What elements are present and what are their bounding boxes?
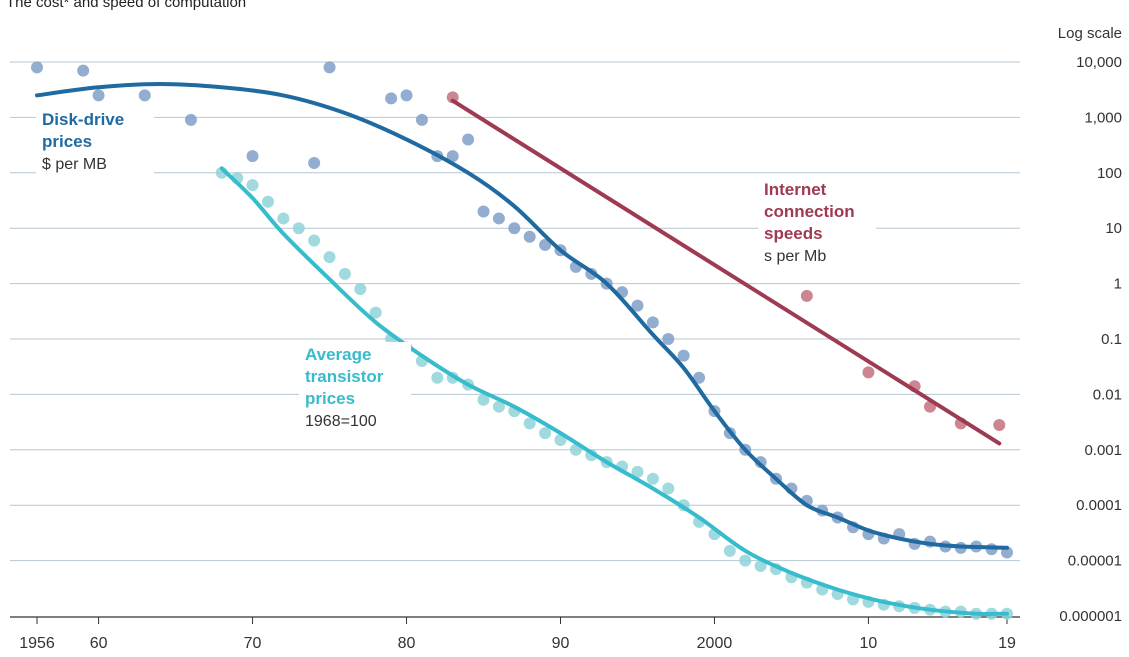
x-axis: 1956 60 70 80 90 2000 10 19 <box>10 616 1020 652</box>
x-tick-label: 1956 <box>19 635 55 652</box>
disk-data-point <box>523 230 536 243</box>
disk-data-point <box>138 89 151 102</box>
series-labels: Disk-drive prices $ per MB Internet connecti… <box>36 107 876 432</box>
disk-data-point <box>462 133 475 146</box>
transistor-data-point <box>354 282 367 295</box>
y-tick-label: 10,000 <box>1076 54 1122 71</box>
disk-data-point <box>400 89 413 102</box>
disk-data-point <box>184 113 197 126</box>
x-tick-label: 19 <box>998 635 1016 652</box>
gridlines <box>10 61 1020 562</box>
trend-lines <box>35 81 1009 617</box>
transistor-data-point <box>723 544 736 557</box>
disk-series-label: Disk-drive <box>42 110 124 129</box>
disk-data-point <box>77 64 90 77</box>
y-axis-ticks: 10,000 1,000 100 10 1 0.1 0.01 0.001 0.0001 0.000… <box>1059 54 1122 625</box>
disk-data-point <box>446 150 459 163</box>
internet-series-label: Internet <box>764 180 827 199</box>
disk-data-point <box>31 61 43 74</box>
disk-series-label: prices <box>42 132 92 151</box>
transistor-data-point <box>277 212 290 225</box>
transistor-data-point <box>631 465 644 478</box>
transistor-data-point <box>754 559 767 572</box>
internet-data-point <box>862 366 875 379</box>
transistor-data-point <box>261 195 274 208</box>
disk-label-background <box>36 107 154 175</box>
internet-data-point <box>800 289 813 302</box>
transistor-unit-label: 1968=100 <box>305 413 377 430</box>
transistor-data-point <box>292 222 305 235</box>
disk-data-point <box>693 371 706 384</box>
disk-data-point <box>646 316 659 329</box>
transistor-data-point <box>308 234 321 247</box>
y-tick-label: 1 <box>1114 276 1122 293</box>
disk-unit-label: $ per MB <box>42 156 107 173</box>
disk-data-point <box>415 113 428 126</box>
x-tick-label: 70 <box>244 635 262 652</box>
x-tick-label: 80 <box>398 635 416 652</box>
transistor-label-background <box>299 342 411 432</box>
transistor-data-point <box>646 472 659 485</box>
disk-data-point <box>477 205 490 218</box>
internet-trend-line <box>450 98 1002 446</box>
disk-trend-line <box>35 81 1009 550</box>
transistor-data-point <box>539 427 552 440</box>
disk-data-point <box>92 89 105 102</box>
internet-label-background <box>758 177 876 267</box>
transistor-series-label: Average <box>305 345 371 364</box>
x-tick-label: 2000 <box>697 635 733 652</box>
disk-data-point <box>539 238 552 251</box>
y-tick-label: 0.01 <box>1093 386 1122 403</box>
transistor-data-point <box>369 306 382 319</box>
transistor-data-point <box>246 179 259 192</box>
transistor-data-point <box>662 482 675 495</box>
internet-series-label: speeds <box>764 224 823 243</box>
y-tick-label: 0.00001 <box>1068 553 1122 570</box>
log-scale-label: Log scale <box>1058 25 1122 42</box>
chart-title: The cost* and speed of computation <box>6 0 246 11</box>
y-tick-label: 0.000001 <box>1059 608 1122 625</box>
disk-data-point <box>492 212 505 225</box>
disk-data-point <box>308 157 321 170</box>
internet-series-label: connection <box>764 202 855 221</box>
y-tick-label: 0.001 <box>1084 442 1122 459</box>
transistor-data-point <box>477 393 490 406</box>
transistor-data-point <box>739 554 752 567</box>
disk-data-point <box>246 150 259 163</box>
internet-data-point <box>993 419 1006 432</box>
internet-unit-label: s per Mb <box>764 248 826 265</box>
transistor-data-point <box>338 267 351 280</box>
x-tick-label: 10 <box>860 635 878 652</box>
x-tick-label: 90 <box>552 635 570 652</box>
y-tick-label: 1,000 <box>1084 109 1122 126</box>
x-tick-label: 60 <box>90 635 108 652</box>
disk-data-point <box>323 61 336 74</box>
disk-data-point <box>385 92 398 105</box>
disk-data-point <box>508 222 521 235</box>
disk-data-point <box>662 333 675 345</box>
transistor-series-label: transistor <box>305 367 384 386</box>
transistor-series-label: prices <box>305 389 355 408</box>
transistor-trend-line <box>219 166 1009 617</box>
disk-data-point <box>631 299 644 312</box>
y-tick-label: 0.0001 <box>1076 497 1122 514</box>
transistor-data-point <box>523 417 536 430</box>
y-tick-label: 0.1 <box>1101 331 1122 348</box>
y-tick-label: 100 <box>1097 165 1122 182</box>
transistor-data-point <box>323 251 336 264</box>
disk-data-point <box>677 349 690 362</box>
y-tick-label: 10 <box>1105 220 1122 237</box>
transistor-data-point <box>492 400 505 413</box>
transistor-data-point <box>431 371 444 384</box>
